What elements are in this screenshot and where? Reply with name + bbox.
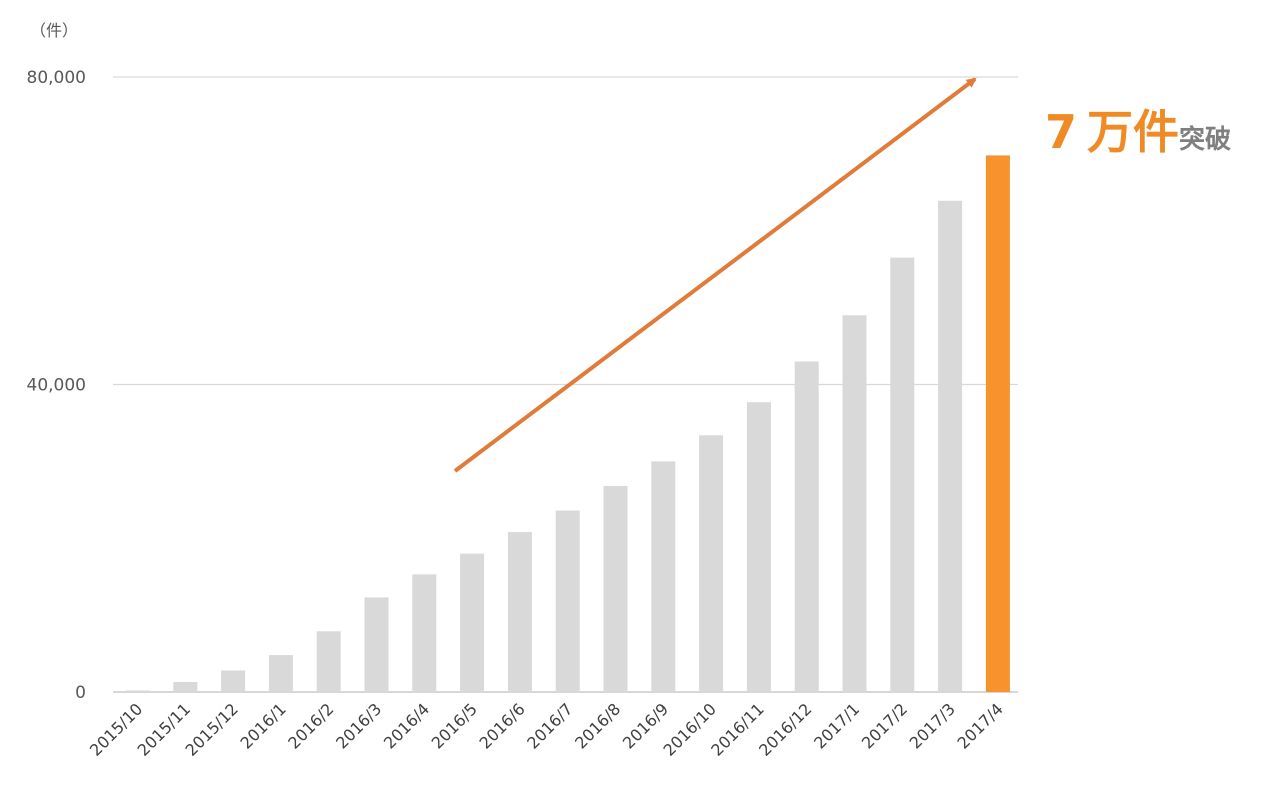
bar-2016-8 <box>603 485 628 692</box>
bar-2016-7 <box>555 510 580 692</box>
bar-2016-2 <box>316 631 341 692</box>
bar-2016-10 <box>699 435 724 692</box>
bar-2017-3 <box>938 200 963 693</box>
x-tick-label: 2015/12 <box>181 699 241 759</box>
bar-2017-4 <box>985 155 1010 693</box>
bar-2016-12 <box>794 361 819 692</box>
x-tick-label: 2016/6 <box>475 699 528 752</box>
callout: 7 万件突破 <box>1045 105 1231 159</box>
y-tick-label: 0 <box>75 683 86 703</box>
x-tick-label: 2017/4 <box>953 699 1006 752</box>
bar-2016-3 <box>364 597 389 692</box>
x-tick-label: 2017/3 <box>906 699 959 752</box>
y-tick-label: 40,000 <box>27 376 86 396</box>
bar-2016-9 <box>651 461 676 692</box>
x-tick-label: 2016/3 <box>332 699 385 752</box>
bar-2015-11 <box>173 682 198 692</box>
y-axis-ticks: 0 40,000 80,000 <box>27 68 86 703</box>
bar-2016-5 <box>460 553 485 692</box>
callout-number: 7 <box>1045 105 1077 159</box>
x-tick-label: 2016/5 <box>428 699 481 752</box>
bar-2016-4 <box>412 574 437 692</box>
bar-2016-1 <box>268 655 293 692</box>
x-tick-label: 2017/1 <box>810 699 863 752</box>
x-tick-label: 2016/2 <box>284 699 337 752</box>
bar-2016-6 <box>507 532 532 692</box>
y-axis-unit-label: （件） <box>30 21 78 40</box>
bars <box>125 155 1010 693</box>
callout-unit: 万件 <box>1087 105 1179 159</box>
bar-2015-12 <box>221 670 246 692</box>
x-tick-label: 2017/2 <box>858 699 911 752</box>
bar-2017-2 <box>890 257 915 692</box>
x-tick-label: 2016/12 <box>755 699 815 759</box>
y-tick-label: 80,000 <box>27 68 86 88</box>
x-axis-labels: 2015/102015/112015/122016/12016/22016/32… <box>86 699 1007 759</box>
x-tick-label: 2016/8 <box>571 699 624 752</box>
bar-2016-11 <box>746 402 771 692</box>
bar-2015-10 <box>125 690 150 692</box>
x-tick-label: 2016/4 <box>380 699 433 752</box>
callout-suffix: 突破 <box>1179 124 1231 155</box>
bar-2017-1 <box>842 315 867 692</box>
trend-arrow <box>453 77 977 473</box>
x-tick-label: 2016/1 <box>236 699 289 752</box>
x-tick-label: 2016/7 <box>523 699 576 752</box>
